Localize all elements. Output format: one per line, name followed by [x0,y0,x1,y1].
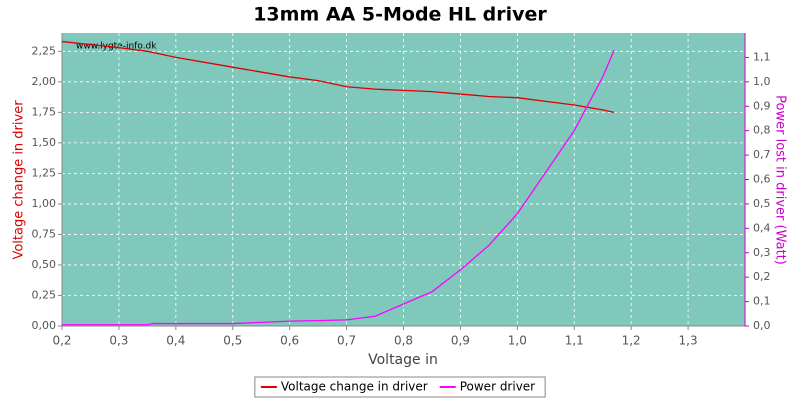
x-tick-label: 0,5 [223,334,242,348]
series-line [62,49,615,326]
y2-tick-label: 0,3 [753,246,771,259]
series-line [61,40,615,113]
y-tick-label: 1,25 [32,166,57,179]
y-tick-label: 0,50 [32,258,57,271]
y2-tick-label: 1,1 [753,50,771,63]
x-tick-label: 0,3 [109,334,128,348]
y-tick-label: 0,00 [32,319,57,332]
y-tick-label: 0,25 [32,288,57,301]
y-tick-label: 1,00 [32,197,57,210]
y2-tick-label: 0,9 [753,99,771,112]
legend-label: Power driver [460,380,535,394]
x-tick-label: 1,2 [622,334,641,348]
y2-tick-label: 0,4 [753,221,771,234]
y2-tick-label: 0,0 [753,319,771,332]
x-tick-label: 0,7 [337,334,356,348]
y-tick-label: 0,75 [32,227,57,240]
y2-axis-label: Power lost in driver (Watt) [773,95,788,265]
x-tick-label: 0,6 [280,334,299,348]
x-tick-label: 0,4 [166,334,185,348]
y2-tick-label: 0,6 [753,173,771,186]
x-axis-label: Voltage in [368,352,438,368]
y-tick-label: 2,00 [32,75,57,88]
y-axis-label: Voltage change in driver [12,100,27,260]
y-tick-label: 1,50 [32,136,57,149]
y2-tick-label: 1,0 [753,75,771,88]
legend-label: Voltage change in driver [281,380,428,394]
legend-box [254,376,546,398]
x-tick-label: 0,9 [451,334,470,348]
y2-tick-label: 0,5 [753,197,771,210]
y2-tick-label: 0,7 [753,148,771,161]
y2-tick-label: 0,2 [753,270,771,283]
y2-tick-label: 0,1 [753,295,771,308]
x-tick-label: 1,1 [565,334,584,348]
watermark: www.lygte-info.dk [76,42,157,52]
y-tick-label: 1,75 [32,105,57,118]
y2-tick-label: 0,8 [753,124,771,137]
x-tick-label: 0,8 [394,334,413,348]
y-tick-label: 2,25 [32,44,57,57]
x-tick-label: 1,0 [508,334,527,348]
chart-title: 13mm AA 5-Mode HL driver [253,4,547,26]
x-tick-label: 1,3 [679,334,698,348]
x-tick-label: 0,2 [52,334,71,348]
